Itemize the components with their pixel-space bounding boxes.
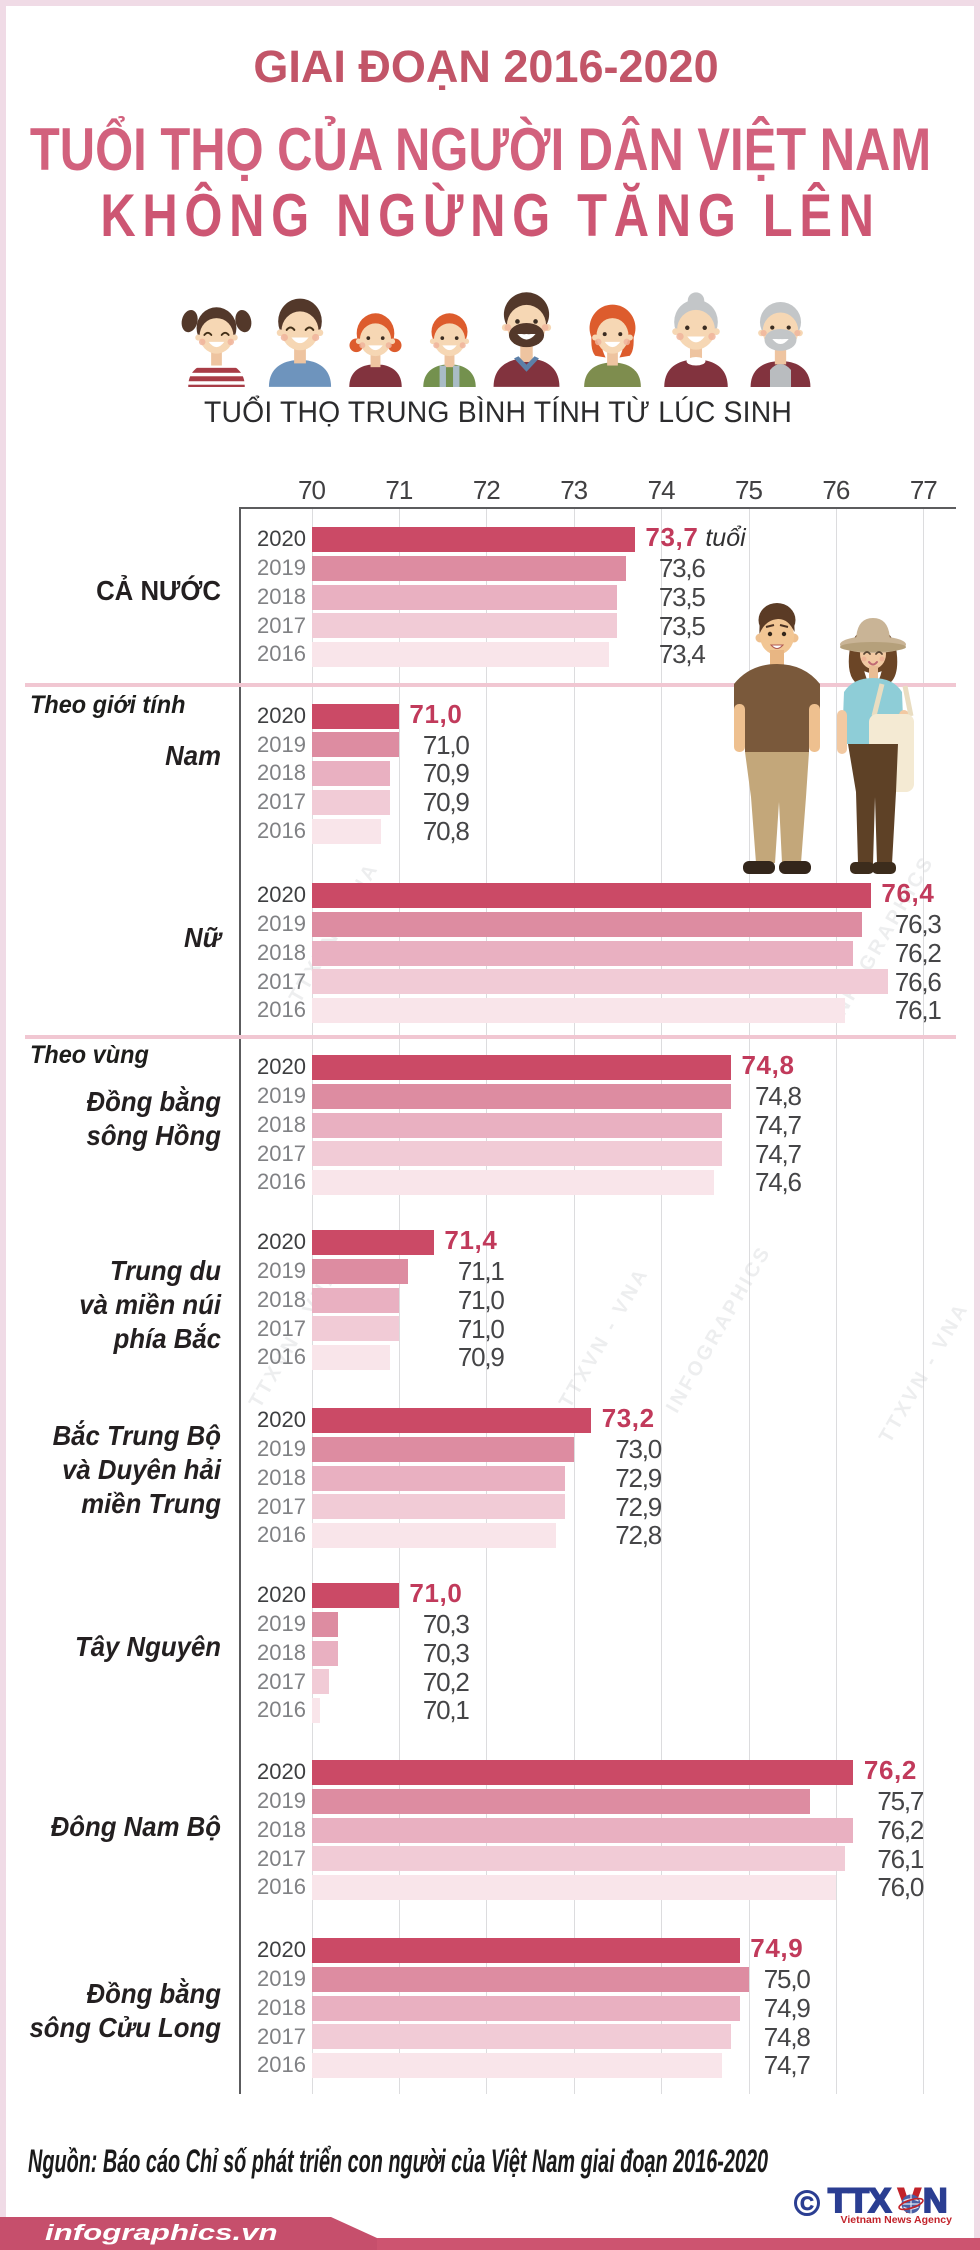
svg-text:TTX: TTX bbox=[828, 2182, 892, 2220]
svg-text:N: N bbox=[923, 2182, 948, 2220]
svg-text:C: C bbox=[800, 2194, 814, 2215]
svg-text:Vietnam News Agency: Vietnam News Agency bbox=[841, 2214, 953, 2226]
